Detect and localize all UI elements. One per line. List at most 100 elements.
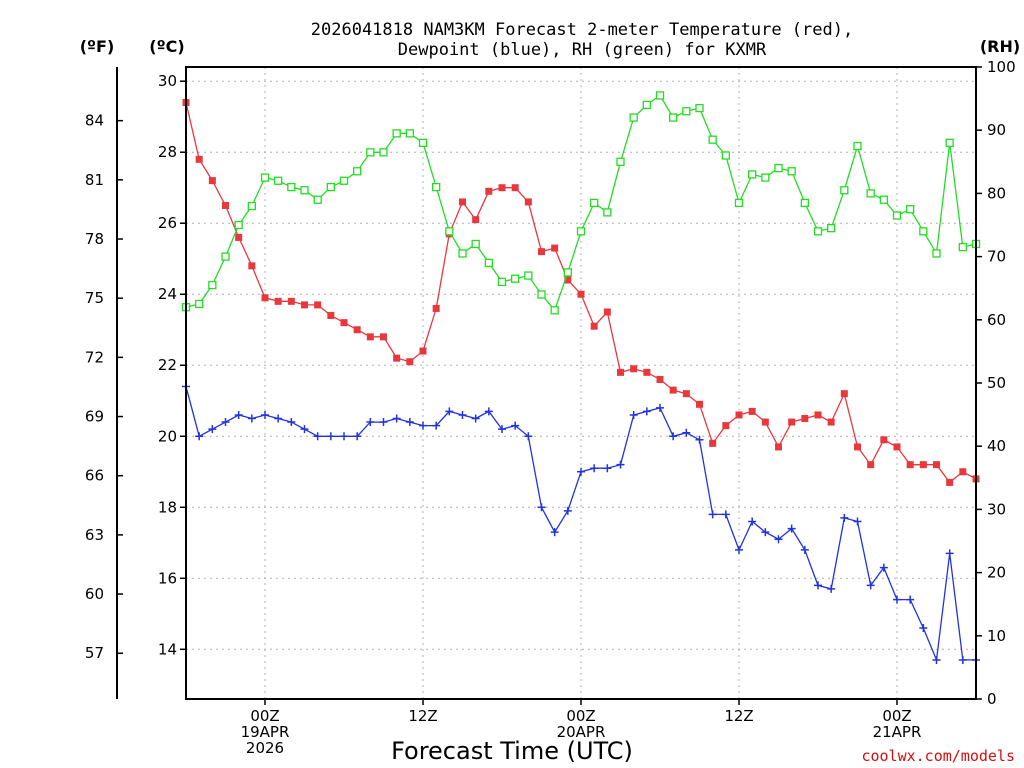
point-2-meter-temperature-30: [577, 290, 585, 298]
point-rh-1: [195, 299, 204, 309]
point-2-meter-temperature-55: [906, 461, 914, 469]
point-2-meter-temperature-49: [827, 418, 835, 426]
point-2-meter-temperature-50: [840, 390, 848, 398]
tick-label-hour-54-line-1: 00Z: [882, 707, 911, 725]
point-dewpoint-30: [577, 467, 585, 476]
point-dewpoint-34: [629, 410, 638, 419]
point-rh-16: [392, 129, 401, 138]
point-rh-25: [511, 274, 520, 283]
point-2-meter-temperature-32: [603, 308, 611, 316]
point-rh-35: [642, 100, 651, 110]
point-dewpoint-40: [708, 510, 717, 519]
tick-label-celsius-14: 14: [158, 640, 177, 658]
point-rh-52: [866, 189, 875, 198]
point-dewpoint-15: [379, 418, 388, 427]
point-2-meter-temperature-40: [709, 439, 717, 447]
point-2-meter-temperature-13: [353, 326, 361, 334]
point-2-meter-temperature-44: [761, 418, 769, 426]
point-dewpoint-39: [695, 435, 704, 444]
point-rh-57: [932, 249, 941, 258]
point-2-meter-temperature-16: [393, 354, 401, 362]
axis-ticks: 14 16 18 20 22 24 26 28 30 57 60 63 66 69 72 75 78 81 84 0 1…: [85, 58, 1016, 757]
chart-title: 2026041818 NAM3KM Forecast 2-meter Tempe…: [311, 20, 853, 60]
point-rh-48: [813, 227, 823, 236]
point-2-meter-temperature-17: [406, 358, 414, 366]
point-rh-39: [695, 103, 704, 113]
point-2-meter-temperature-58: [946, 478, 954, 486]
point-rh-19: [432, 182, 441, 192]
series-rh: [181, 91, 981, 315]
tick-label-hour-18-line-1: 12Z: [408, 707, 437, 725]
point-dewpoint-37: [669, 432, 678, 441]
point-rh-55: [906, 205, 915, 214]
point-2-meter-temperature-36: [656, 375, 664, 383]
point-2-meter-temperature-51: [854, 443, 861, 451]
point-rh-41: [721, 151, 730, 160]
tick-label-celsius-18: 18: [158, 498, 177, 516]
point-rh-33: [616, 157, 625, 166]
point-2-meter-temperature-21: [459, 198, 466, 206]
tick-label-rh-40: 40: [987, 437, 1006, 455]
point-rh-40: [708, 135, 717, 144]
tick-label-fahrenheit-60: 60: [85, 585, 104, 603]
tick-label-fahrenheit-57: 57: [85, 644, 104, 662]
point-dewpoint-7: [274, 414, 283, 423]
tick-label-hour-30-line-1: 00Z: [566, 707, 595, 725]
tick-label-celsius-26: 26: [158, 214, 177, 232]
tick-label-rh-60: 60: [987, 311, 1006, 329]
point-rh-43: [748, 170, 757, 179]
point-2-meter-temperature-1: [195, 155, 203, 163]
point-dewpoint-8: [287, 418, 296, 427]
point-rh-12: [339, 176, 349, 185]
tick-label-fahrenheit-63: 63: [85, 526, 104, 544]
point-rh-31: [590, 198, 599, 208]
point-rh-23: [484, 258, 493, 268]
point-rh-3: [221, 252, 230, 261]
point-dewpoint-28: [550, 528, 559, 537]
point-dewpoint-53: [879, 563, 888, 572]
point-dewpoint-21: [458, 410, 467, 419]
point-rh-49: [827, 224, 836, 233]
point-rh-14: [366, 148, 375, 157]
tick-label-fahrenheit-84: 84: [85, 112, 104, 130]
point-rh-26: [524, 271, 533, 280]
point-dewpoint-58: [945, 549, 954, 558]
point-rh-24: [497, 277, 507, 287]
tick-label-hour-6-line-2: 19APR: [241, 723, 290, 741]
point-dewpoint-31: [590, 464, 599, 473]
point-2-meter-temperature-45: [775, 443, 782, 451]
point-rh-37: [669, 113, 678, 122]
point-dewpoint-57: [932, 655, 941, 664]
point-dewpoint-32: [603, 464, 612, 473]
tick-label-fahrenheit-69: 69: [85, 408, 104, 426]
point-2-meter-temperature-19: [432, 304, 440, 312]
point-dewpoint-35: [642, 407, 651, 416]
point-2-meter-temperature-18: [419, 347, 427, 355]
point-2-meter-temperature-6: [261, 294, 269, 302]
tick-label-rh-70: 70: [987, 248, 1006, 266]
tick-label-fahrenheit-81: 81: [85, 171, 104, 189]
point-dewpoint-3: [221, 418, 230, 427]
point-2-meter-temperature-9: [301, 301, 308, 309]
title-line-1: 2026041818 NAM3KM Forecast 2-meter Tempe…: [311, 20, 853, 40]
tick-label-celsius-20: 20: [158, 427, 177, 445]
point-2-meter-temperature-5: [248, 262, 256, 270]
point-rh-54: [892, 211, 902, 220]
point-rh-50: [840, 186, 849, 195]
tick-label-fahrenheit-75: 75: [85, 289, 104, 307]
tick-label-celsius-24: 24: [158, 285, 177, 303]
point-2-meter-temperature-53: [880, 436, 888, 444]
point-2-meter-temperature-35: [643, 368, 651, 376]
point-rh-29: [563, 268, 572, 277]
point-dewpoint-43: [748, 517, 757, 526]
point-dewpoint-52: [866, 581, 875, 590]
gridlines: [186, 67, 976, 699]
point-dewpoint-19: [432, 421, 441, 430]
point-dewpoint-10: [313, 432, 322, 441]
point-rh-30: [576, 227, 586, 236]
point-dewpoint-26: [524, 432, 533, 441]
point-rh-8: [287, 182, 296, 192]
tick-label-rh-50: 50: [987, 374, 1006, 392]
point-dewpoint-22: [471, 414, 480, 423]
tick-label-celsius-22: 22: [158, 356, 177, 374]
